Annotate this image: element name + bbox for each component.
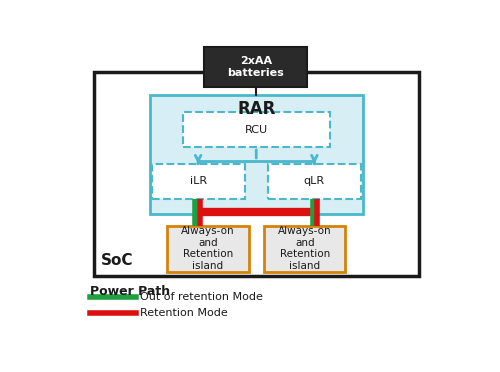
Text: SoC: SoC: [101, 253, 134, 268]
Text: Out of retention Mode: Out of retention Mode: [140, 292, 263, 302]
Text: qLR: qLR: [304, 176, 325, 186]
Bar: [182, 112, 330, 147]
Text: Power Path: Power Path: [90, 285, 170, 298]
Bar: [150, 95, 363, 214]
Text: RCU: RCU: [244, 125, 268, 135]
Bar: [268, 164, 361, 199]
Bar: [204, 47, 308, 87]
Bar: [264, 225, 345, 272]
Text: Always-on
and
Retention
island: Always-on and Retention island: [278, 226, 332, 271]
Bar: [152, 164, 244, 199]
Text: Always-on
and
Retention
island: Always-on and Retention island: [181, 226, 234, 271]
Text: RAR: RAR: [238, 100, 276, 118]
Text: 2xAA
batteries: 2xAA batteries: [228, 56, 284, 78]
Text: Retention Mode: Retention Mode: [140, 308, 228, 318]
Text: iLR: iLR: [190, 176, 206, 186]
Bar: [167, 225, 248, 272]
Bar: [94, 71, 419, 276]
